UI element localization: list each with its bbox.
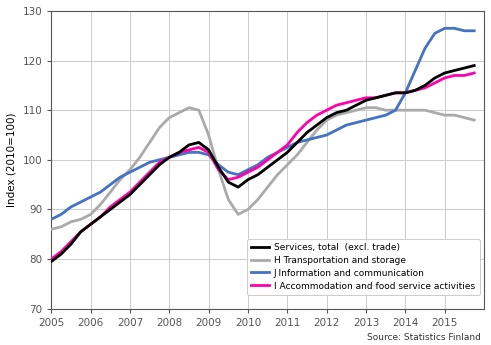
Text: Source: Statistics Finland: Source: Statistics Finland: [367, 333, 481, 342]
Legend: Services, total  (excl. trade), H Transportation and storage, J Information and : Services, total (excl. trade), H Transpo…: [247, 239, 480, 295]
Y-axis label: Index (2010=100): Index (2010=100): [7, 112, 17, 207]
